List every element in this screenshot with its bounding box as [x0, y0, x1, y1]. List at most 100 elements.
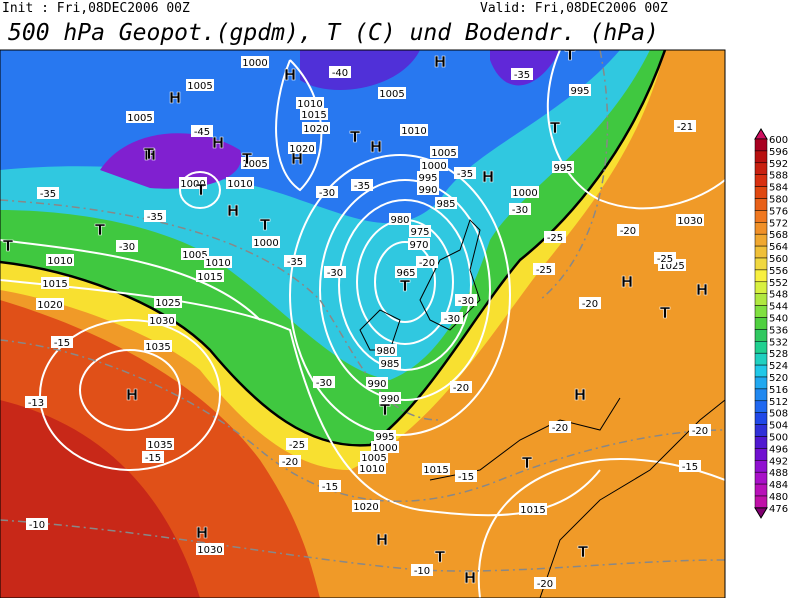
low-marker: T — [242, 150, 253, 168]
pressure-label: 990 — [418, 185, 437, 196]
low-marker: T — [522, 454, 533, 472]
colorbar-cell — [754, 400, 768, 413]
pressure-label: 1005 — [182, 250, 207, 261]
low-marker: T — [400, 277, 411, 295]
pressure-label-box — [511, 186, 539, 198]
temperature-label: -35 — [354, 181, 370, 192]
pressure-label-box — [375, 344, 397, 356]
high-marker: H — [464, 569, 477, 587]
temperature-label-box — [324, 266, 346, 278]
pressure-label-box — [420, 159, 448, 171]
temperature-label-box — [544, 231, 566, 243]
colorbar: 6005965925885845805765725685645605565525… — [754, 128, 788, 519]
temperature-label: -30 — [444, 314, 460, 325]
pressure-label-box — [360, 451, 388, 463]
temperature-label: -20 — [537, 579, 553, 590]
pressure-label: 1010 — [401, 126, 426, 137]
temperature-label-box — [279, 455, 301, 467]
colorbar-cell — [754, 269, 768, 283]
temperature-label-box — [533, 263, 555, 275]
colorbar-label: 588 — [769, 171, 788, 182]
pressure-label-box — [422, 463, 450, 475]
colorbar-cell — [754, 388, 768, 402]
pressure-label: 995 — [553, 163, 572, 174]
temperature-label: -20 — [552, 423, 568, 434]
pressure-label: 1020 — [289, 144, 314, 155]
colorbar-label: 476 — [769, 504, 788, 515]
pressure-label: 1010 — [359, 464, 384, 475]
colorbar-label: 484 — [769, 480, 788, 491]
pressure-label-box — [300, 108, 328, 120]
pressure-label-box — [296, 97, 324, 109]
high-marker: H — [227, 202, 240, 220]
pressure-label-box — [288, 142, 316, 154]
temperature-label: -15 — [145, 453, 161, 464]
colorbar-cell — [754, 222, 768, 235]
pressure-label-box — [400, 124, 428, 136]
colorbar-label: 556 — [769, 266, 788, 277]
temperature-label: -15 — [54, 338, 70, 349]
colorbar-label: 596 — [769, 147, 788, 158]
pressure-label-box — [302, 122, 330, 134]
colorbar-label: 560 — [769, 254, 788, 265]
temperature-label-box — [455, 294, 477, 306]
colorbar-label: 552 — [769, 278, 788, 289]
colorbar-cell — [754, 341, 768, 354]
pressure-label-box — [36, 298, 64, 310]
temperature-label-box — [319, 480, 341, 492]
high-marker: H — [376, 531, 389, 549]
pressure-label-box — [417, 183, 439, 195]
colorbar-cell — [754, 483, 768, 497]
pressure-label-box — [378, 87, 406, 99]
pressure-label-box — [395, 266, 417, 278]
pressure-label: 1000 — [512, 188, 537, 199]
colorbar-cell — [754, 257, 768, 271]
colorbar-label: 528 — [769, 349, 788, 360]
low-marker: T — [350, 128, 361, 146]
pressure-label: 1000 — [372, 443, 397, 454]
map-area: 1000100510051010101510201020100510101005… — [0, 50, 725, 598]
pressure-label-box — [379, 392, 401, 404]
temperature-label-box — [679, 460, 701, 472]
pressure-label-box — [181, 248, 209, 260]
pressure-label: 1020 — [303, 124, 328, 135]
temperature-label-box — [191, 125, 213, 137]
temperature-label-box — [454, 167, 476, 179]
temperature-label: -40 — [332, 68, 348, 79]
temperature-label-box — [654, 252, 676, 264]
temperature-label: -30 — [327, 268, 343, 279]
temperature-label: -25 — [536, 265, 552, 276]
colorbar-label: 520 — [769, 373, 788, 384]
colorbar-cell — [754, 150, 768, 164]
map-frame — [0, 49, 726, 598]
high-marker: H — [126, 386, 139, 404]
colorbar-label: 592 — [769, 159, 788, 170]
pressure-label: 1030 — [677, 216, 702, 227]
temperature-label: -25 — [547, 233, 563, 244]
high-marker: H — [196, 524, 209, 542]
pressure-label: 985 — [436, 199, 455, 210]
colorbar-cell — [754, 138, 768, 152]
pressure-label: 1005 — [187, 81, 212, 92]
colorbar-cell — [754, 460, 768, 473]
temperature-label: -35 — [287, 257, 303, 268]
pressure-label-box — [126, 111, 154, 123]
colorbar-bottom — [754, 507, 768, 519]
temperature-label-box — [617, 224, 639, 236]
temperature-label-box — [411, 564, 433, 576]
pressure-label: 1035 — [147, 440, 172, 451]
colorbar-cell — [754, 281, 768, 294]
high-marker: H — [212, 134, 225, 152]
temperature-label: -25 — [289, 440, 305, 451]
temperature-label-box — [142, 451, 164, 463]
pressure-label-box — [374, 430, 396, 442]
low-marker: T — [435, 548, 446, 566]
pressure-label: 1005 — [127, 113, 152, 124]
pressure-label: 970 — [409, 240, 428, 251]
temperature-label-box — [534, 577, 556, 589]
colorbar-label: 576 — [769, 206, 788, 217]
pressure-label-box — [241, 56, 269, 68]
colorbar-cell — [754, 495, 768, 509]
pressure-label: 1015 — [42, 279, 67, 290]
pressure-label: 1035 — [145, 342, 170, 353]
